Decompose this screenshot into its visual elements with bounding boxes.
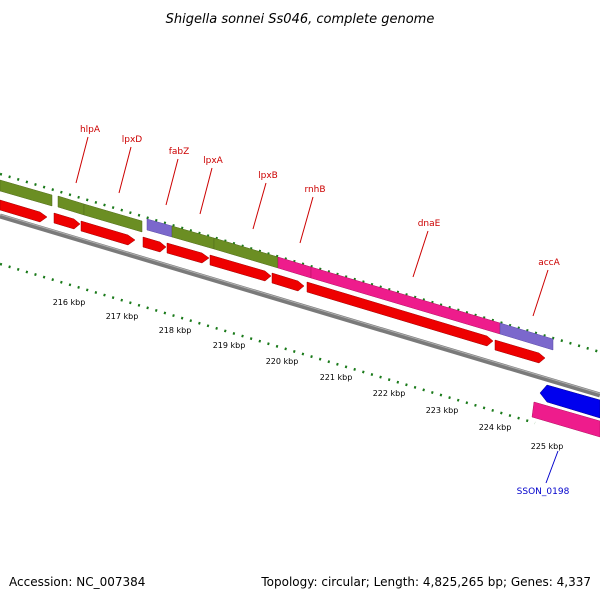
accession-label: Accession: NC_007384	[9, 575, 145, 589]
gene-label-hlpA: hlpA	[80, 125, 101, 135]
leader-hlpA	[75, 136, 89, 184]
feature-reverse-cds	[209, 254, 272, 282]
leader-SSON_0198	[545, 450, 559, 484]
feature-reverse-cds	[166, 242, 210, 264]
kbp-label: 216 kbp	[53, 298, 86, 307]
feature-reverse-cds	[80, 220, 136, 246]
map-title: Shigella sonnei Ss046, complete genome	[166, 12, 435, 27]
kbp-label: 221 kbp	[320, 373, 353, 382]
leader-accA	[532, 269, 549, 317]
gene-label-lpxD: lpxD	[122, 135, 143, 145]
lower-feature-track	[531, 384, 600, 438]
feature-reverse-cds	[0, 199, 48, 223]
gene-label-lpxB: lpxB	[258, 171, 278, 181]
feature-rna	[531, 401, 600, 438]
gene-label-fabZ: fabZ	[169, 147, 190, 157]
genome-backbone	[0, 213, 600, 398]
kbp-label: 223 kbp	[426, 406, 459, 415]
kbp-scale-labels: 216 kbp 217 kbp 218 kbp 219 kbp 220 kbp …	[53, 298, 564, 451]
leader-lpxA	[199, 167, 213, 215]
feature-misc	[499, 322, 554, 351]
gene-label-SSON_0198: SSON_0198	[517, 487, 570, 497]
feature-forward-cds	[83, 203, 143, 233]
reverse-strand-track	[0, 199, 546, 364]
kbp-label: 219 kbp	[213, 341, 246, 350]
outer-dotted-ring	[0, 172, 600, 354]
gene-label-rnhB: rnhB	[304, 185, 325, 195]
feature-reverse-cds	[306, 281, 494, 347]
kbp-label: 218 kbp	[159, 326, 192, 335]
forward-strand-track	[0, 179, 554, 351]
gene-label-lpxA: lpxA	[203, 156, 224, 166]
feature-forward-cds	[171, 225, 215, 250]
kbp-label: 225 kbp	[531, 442, 564, 451]
kbp-label: 220 kbp	[266, 357, 299, 366]
inner-tick-track	[0, 262, 536, 425]
inner-dotted-ring	[0, 262, 536, 425]
feature-blue	[539, 384, 600, 419]
leader-fabZ	[165, 158, 179, 206]
outer-tick-track	[0, 172, 600, 354]
feature-reverse-cds	[142, 236, 167, 253]
label-leaders	[75, 136, 559, 484]
genome-summary: Topology: circular; Length: 4,825,265 bp…	[260, 575, 591, 589]
kbp-label: 222 kbp	[373, 389, 406, 398]
feature-forward-cds	[0, 179, 53, 207]
feature-misc	[146, 218, 173, 238]
leader-dnaE	[412, 230, 429, 278]
feature-forward-cds	[57, 195, 85, 216]
gene-label-dnaE: dnaE	[418, 219, 441, 229]
leader-rnhB	[299, 196, 314, 244]
feature-reverse-cds	[494, 339, 546, 364]
kbp-label: 224 kbp	[479, 423, 512, 432]
kbp-label: 217 kbp	[106, 312, 139, 321]
gene-labels: hlpA lpxD fabZ lpxA lpxB rnhB dnaE accA …	[80, 125, 570, 497]
gene-label-accA: accA	[538, 258, 560, 268]
feature-reverse-cds	[53, 212, 81, 230]
feature-reverse-cds	[271, 272, 305, 292]
leader-lpxD	[118, 146, 132, 194]
genome-backbone-highlight	[0, 214, 600, 394]
leader-lpxB	[252, 182, 267, 230]
